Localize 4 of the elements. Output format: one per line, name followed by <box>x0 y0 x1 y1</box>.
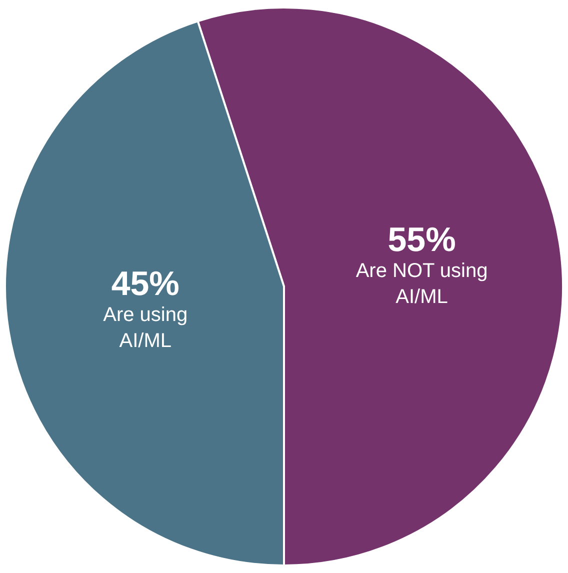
data-label: 55% <box>388 221 456 260</box>
slice-label: Are NOT using AI/ML <box>356 260 488 308</box>
data-label: 45% <box>111 264 180 303</box>
slice-label: Are using AI/ML <box>103 304 188 352</box>
